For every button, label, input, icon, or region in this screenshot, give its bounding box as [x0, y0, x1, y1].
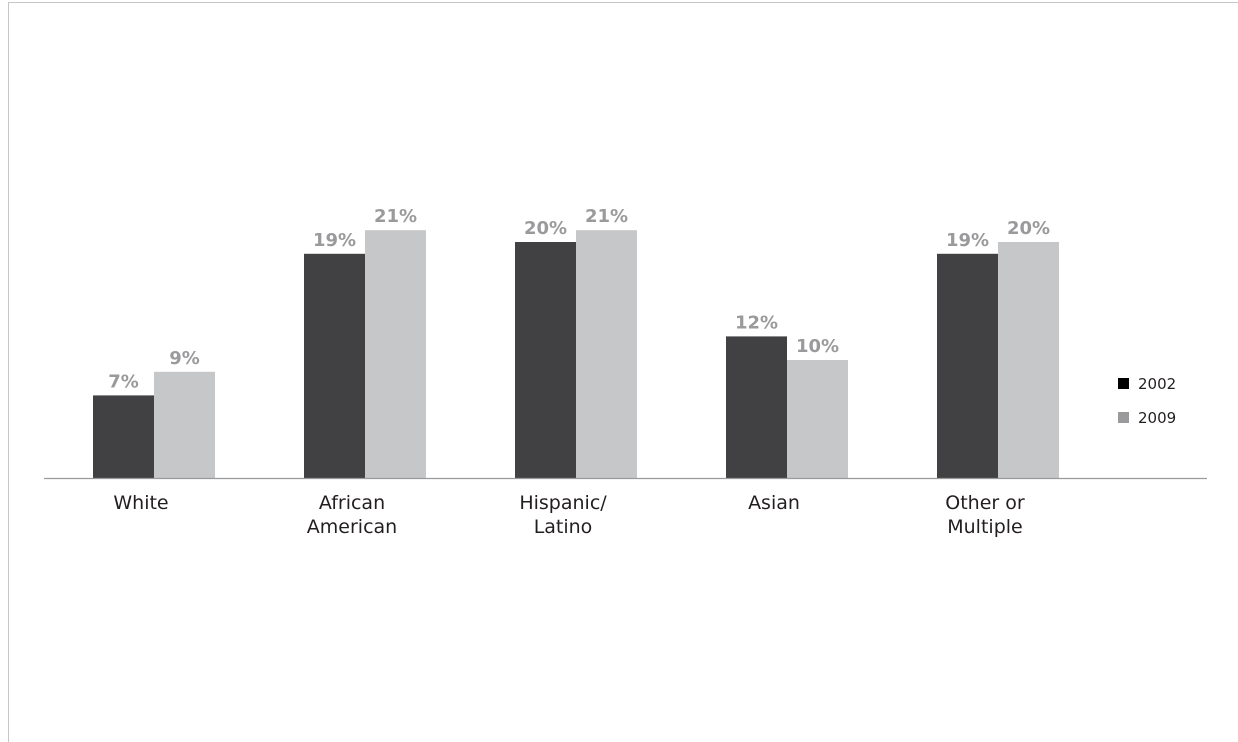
value-label-2002-3: 12% — [735, 312, 778, 333]
bar-2002-4 — [937, 253, 998, 478]
bar-2002-2 — [515, 242, 576, 478]
category-label-2: Hispanic/Latino — [519, 492, 607, 538]
legend: 2002 2009 — [1118, 375, 1176, 427]
value-label-2002-0: 7% — [108, 371, 139, 392]
value-label-2002-1: 19% — [313, 230, 356, 251]
category-label-0: White — [113, 492, 168, 514]
category-label-line: African — [319, 492, 385, 514]
bar-2009-0 — [154, 371, 215, 478]
value-label-2009-4: 20% — [1007, 218, 1050, 239]
bar-2002-3 — [726, 336, 787, 478]
value-label-2002-2: 20% — [524, 218, 567, 239]
legend-swatch-2002 — [1118, 378, 1129, 389]
legend-label-2009: 2009 — [1138, 409, 1176, 427]
value-labels-group: 7% 9% 19% 21% 20% 21% 12% 10% 19% 20% — [108, 206, 1050, 392]
value-label-2009-2: 21% — [585, 206, 628, 227]
bar-2009-1 — [365, 230, 426, 478]
category-label-line: American — [307, 516, 397, 538]
category-label-line: Other or — [945, 492, 1025, 514]
value-label-2009-0: 9% — [169, 348, 200, 369]
bar-2002-0 — [93, 395, 154, 478]
value-label-2002-4: 19% — [946, 230, 989, 251]
category-label-line: Latino — [534, 516, 593, 538]
category-label-1: African American — [307, 492, 397, 538]
category-labels-group: White African American Hispanic/Latino Asian… — [113, 492, 1025, 538]
category-label-line: Asian — [748, 492, 800, 514]
bar-2002-1 — [304, 253, 365, 478]
bar-2009-2 — [576, 230, 637, 478]
category-label-4: Other or Multiple — [945, 492, 1025, 538]
bars-group — [93, 230, 1059, 478]
legend-swatch-2009 — [1118, 412, 1129, 423]
category-label-line: Multiple — [947, 516, 1022, 538]
bar-2009-4 — [998, 242, 1059, 478]
value-label-2009-3: 10% — [796, 336, 839, 357]
category-label-line: Hispanic/ — [519, 492, 607, 514]
chart-frame — [8, 2, 1238, 742]
category-label-line: White — [113, 492, 168, 514]
category-label-3: Asian — [748, 492, 800, 514]
value-label-2009-1: 21% — [374, 206, 417, 227]
legend-label-2002: 2002 — [1138, 375, 1176, 393]
bar-2009-3 — [787, 360, 848, 478]
